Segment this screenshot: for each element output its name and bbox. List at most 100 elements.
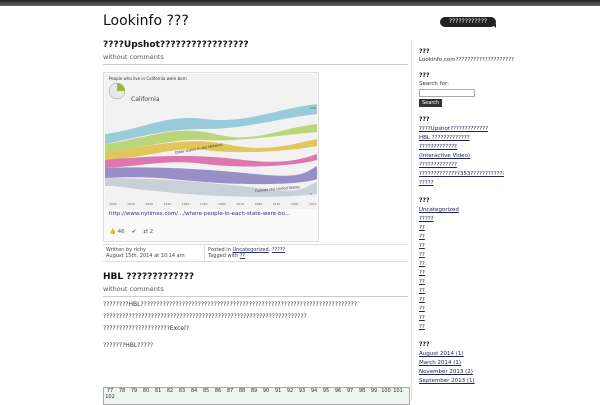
y-tick-bottom: 0 — [310, 192, 312, 196]
sidebar-categories: ??? Uncategorized???????????????????????… — [419, 197, 504, 332]
label-outside: Outside the United States — [255, 185, 301, 193]
strip-number: 93 — [298, 388, 306, 394]
like-icon[interactable]: 👍 — [109, 229, 116, 235]
x-tick-label: 1970 — [236, 202, 244, 206]
sidebar-about-text: Lookinfo.com???????????????????? — [419, 57, 514, 63]
embed-link[interactable]: http://www.nytimes.com/.../where-people-… — [109, 211, 291, 217]
search-button[interactable]: Search — [419, 99, 443, 107]
category-link[interactable]: ?? — [419, 297, 425, 303]
recent-post-link[interactable]: (Interactive Video) — [419, 153, 471, 159]
strip-number: 80 — [142, 388, 150, 394]
post-title[interactable]: ????Upshot????????????????? — [103, 40, 249, 50]
strip-number: 98 — [358, 388, 366, 394]
posted-in-label: Posted in — [208, 247, 231, 253]
category-link[interactable]: ?? — [419, 270, 425, 276]
top-bar — [0, 0, 600, 6]
sidebar-divider — [411, 40, 412, 400]
embedded-chart: People who live in California were born … — [105, 74, 317, 209]
sidebar-recent: ??? ????Upshot????????????? HBL ????????… — [419, 116, 504, 188]
embedded-card[interactable]: People who live in California were born … — [103, 72, 319, 242]
recent-post-link[interactable]: HBL ????????????? — [419, 135, 470, 141]
category-link[interactable]: ?? — [419, 252, 425, 258]
embed-actions: 👍 46 ✔ ⇄ 2 — [109, 229, 153, 235]
main-content: ????Upshot????????????????? without comm… — [103, 40, 408, 262]
sidebar-recent-title: ??? — [419, 116, 430, 123]
post-date: August 15th, 2014 at 10:14 am — [106, 253, 185, 259]
category-link[interactable]: ?? — [419, 243, 425, 249]
post2-paragraph-2: ????????????????????????????????????????… — [103, 313, 307, 320]
archive-link[interactable]: September 2013 (1) — [419, 378, 475, 384]
x-tick-label: 1910 — [127, 202, 135, 206]
x-tick-label: 1980 — [254, 202, 262, 206]
strip-number: 101 — [393, 388, 403, 394]
written-by: Written by richy — [106, 247, 146, 253]
post-info-bar: Written by richy August 15th, 2014 at 10… — [103, 244, 408, 262]
post2-paragraph-3: ?????????????????????Excel? — [103, 325, 189, 332]
category-link-2[interactable]: ????? — [271, 247, 286, 253]
archive-link[interactable]: August 2014 (1) — [419, 351, 464, 357]
category-link[interactable]: ?? — [419, 261, 425, 267]
sidebar-about-title: ??? — [419, 48, 430, 55]
site-title[interactable]: Lookinfo ??? — [103, 13, 189, 29]
strip-number: 99 — [370, 388, 378, 394]
search-input[interactable] — [419, 89, 475, 97]
post-meta-2[interactable]: without comments — [103, 283, 408, 297]
search-label: Search for: — [419, 81, 449, 87]
category-link[interactable]: ?? — [419, 234, 425, 240]
share-icon[interactable]: ⇄ — [143, 229, 148, 235]
x-tick-labels: 1900 1910 1920 1930 1940 1950 1960 1970 1980 1990… — [109, 202, 317, 206]
strip-number: 90 — [262, 388, 270, 394]
strip-number: 102 — [105, 394, 115, 400]
chart-title: People who live in California were born — [109, 76, 187, 81]
post2-paragraph-4: ???????HBL????? — [103, 342, 154, 349]
x-tick-label: 1990 — [273, 202, 281, 206]
second-post: HBL ????????????? without comments ?????… — [103, 272, 408, 350]
tagged-with-label: Tagged with — [208, 253, 239, 259]
category-link[interactable]: ?? — [419, 324, 425, 330]
strip-number: 86 — [214, 388, 222, 394]
sidebar-search: ??? Search for: Search — [419, 72, 504, 107]
sidebar-categories-title: ??? — [419, 197, 430, 204]
x-tick-label: 1920 — [145, 202, 153, 206]
sidebar-about: ??? Lookinfo.com???????????????????? — [419, 48, 514, 63]
post2-paragraph-1: ????????HBL?????????????????????????????… — [103, 301, 357, 308]
strip-number: 77 — [106, 388, 114, 394]
category-link[interactable]: ?? — [419, 279, 425, 285]
archive-link[interactable]: November 2013 (2) — [419, 369, 473, 375]
sidebar-archives-title: ??? — [419, 341, 430, 348]
strip-number: 87 — [226, 388, 234, 394]
category-link[interactable]: Uncategorized — [419, 207, 459, 213]
tag-link[interactable]: ?? — [239, 253, 245, 259]
strip-number: 85 — [202, 388, 210, 394]
strip-number: 95 — [322, 388, 330, 394]
recent-post-link[interactable]: ????????????? — [419, 144, 457, 150]
label-california: California — [131, 96, 160, 103]
post-meta[interactable]: without comments — [103, 51, 408, 65]
category-link[interactable]: ????? — [419, 216, 434, 222]
comment-icon[interactable]: ✔ — [131, 229, 137, 235]
strip-number: 97 — [346, 388, 354, 394]
category-link-uncategorized[interactable]: Uncategorized — [232, 247, 269, 253]
recent-post-link[interactable]: ????Upshot????????????? — [419, 126, 489, 132]
strip-number: 92 — [286, 388, 294, 394]
category-link[interactable]: ?? — [419, 288, 425, 294]
header-pill-button[interactable]: ???????????? — [440, 17, 496, 27]
strip-number: 96 — [334, 388, 342, 394]
recent-post-link[interactable]: ??????????????353???????????????? — [419, 171, 504, 177]
strip-number: 83 — [178, 388, 186, 394]
recent-post-link[interactable]: ????? — [419, 180, 434, 186]
recent-post-link[interactable]: ????????????? — [419, 162, 457, 168]
x-tick-label: 1950 — [200, 202, 208, 206]
category-link[interactable]: ?? — [419, 315, 425, 321]
category-link[interactable]: ?? — [419, 306, 425, 312]
x-tick-label: 1940 — [182, 202, 190, 206]
x-tick-label: 1900 — [109, 202, 117, 206]
strip-number: 82 — [166, 388, 174, 394]
sidebar: ??? Lookinfo.com???????????????????? ???… — [419, 48, 514, 395]
sidebar-archives: ??? August 2014 (1) March 2014 (1) Novembe… — [419, 341, 504, 386]
category-link[interactable]: ?? — [419, 225, 425, 231]
strip-number: 78 — [118, 388, 126, 394]
hbl-number-strip: 77 78 79 80 81 82 83 84 85 86 87 88 89 90 91 92 93 94 95 96… — [103, 387, 410, 405]
archive-link[interactable]: March 2014 (1) — [419, 360, 462, 366]
post-title-2[interactable]: HBL ????????????? — [103, 272, 195, 282]
